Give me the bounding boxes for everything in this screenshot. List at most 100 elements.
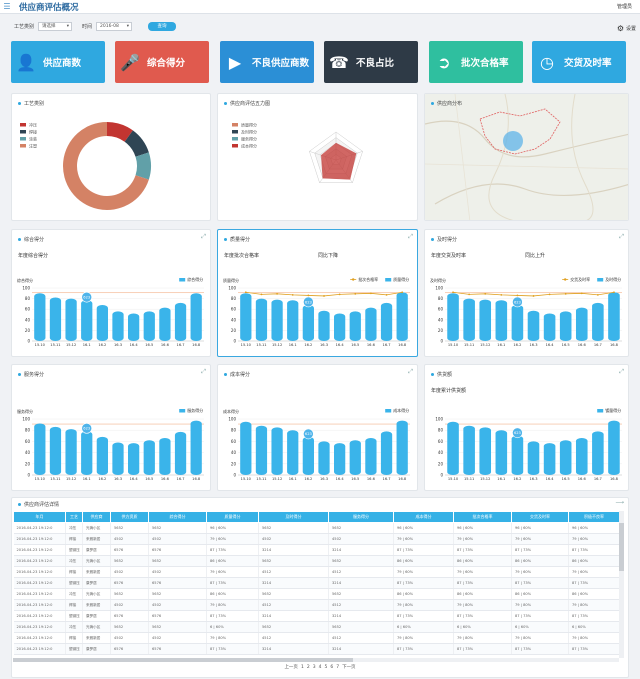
bar	[365, 438, 377, 475]
tile-microphone[interactable]: 🎤 综合得分	[115, 41, 209, 83]
bar	[81, 431, 93, 475]
y-tick-label: 40	[25, 317, 31, 322]
tile-user-add[interactable]: 👤 供应商数	[11, 41, 105, 83]
page-number[interactable]: 2	[306, 665, 310, 670]
panel-title: 综合得分	[24, 237, 45, 243]
tile-arrow-circle[interactable]: ➲ 批次合格率	[429, 41, 523, 83]
bar	[271, 299, 283, 341]
legend-swatch	[232, 123, 238, 127]
table-row[interactable]: 2016-04-23 19:12:0 焊接 来雅新居 4502 4502 79 | 60%…	[13, 533, 619, 545]
table-cell: 2016-04-23 19:12:0	[13, 643, 66, 655]
horizontal-scrollbar[interactable]	[13, 658, 619, 662]
table-row[interactable]: 2016-04-23 19:12:0 冲压 光铸小区 5652 5652 86 | 60%…	[13, 588, 619, 600]
column-header[interactable]: 成本得分	[393, 511, 454, 523]
collapse-icon[interactable]: ⟶	[615, 499, 624, 506]
table-row[interactable]: 2016-04-23 19:12:0 塑钢压 康罗居 6576 6576 87 | 73%…	[13, 643, 619, 655]
table-cell: 87 | 73%	[511, 544, 569, 556]
x-tick-label: 15.10	[448, 477, 459, 481]
settings-button[interactable]: ⚙ 设置	[616, 24, 636, 33]
map-view[interactable]	[425, 94, 629, 221]
supplier-map-panel[interactable]: 供应商分布	[424, 93, 629, 221]
tile-clock[interactable]: ◷ 交货及时率	[532, 41, 626, 83]
column-header[interactable]: 服务得分	[328, 511, 394, 523]
bar	[479, 427, 492, 475]
y-tick-label: 80	[231, 428, 237, 433]
table-row[interactable]: 2016-04-23 19:12:0 冲压 光铸小区 5652 5652 96 | 60%…	[13, 522, 619, 534]
prev-page-button[interactable]: 上一页	[284, 665, 298, 670]
page-number[interactable]: 7	[336, 665, 340, 670]
service-score-chart: 服务得分 服务得分 0 20 40 60 80 100 15.10 15.11 15.12 16.1 1…	[17, 407, 204, 481]
column-header[interactable]: 供方资质	[110, 511, 149, 523]
panel-title: 质量得分	[230, 237, 251, 243]
expand-icon[interactable]: ⤢	[201, 368, 206, 375]
table-row[interactable]: 2016-04-23 19:12:0 焊接 来雅新居 4502 4502 79 | 80%…	[13, 632, 619, 644]
time-select[interactable]: 2016-08 ▾	[96, 21, 133, 31]
table-row[interactable]: 2016-04-23 19:12:0 塑钢压 康罗居 6576 6576 87 | 73%…	[13, 577, 619, 589]
user-add-icon: 👤	[16, 52, 36, 72]
process-select[interactable]: 请选择 ▾	[38, 21, 73, 31]
bar	[174, 431, 187, 475]
table-row[interactable]: 2016-04-23 19:12:0 冲压 光铸小区 5652 5652 6 | 60% 5…	[13, 621, 619, 633]
x-tick-label: 16.5	[562, 343, 570, 347]
table-cell: 5652	[110, 588, 149, 600]
x-tick-label: 16.6	[367, 477, 376, 481]
table-row[interactable]: 2016-04-23 19:12:0 冲压 光铸小区 5652 5652 86 | 60%…	[13, 555, 619, 567]
table-row[interactable]: 2016-04-23 19:12:0 焊接 来雅新居 4502 4502 79 | 80%…	[13, 599, 619, 611]
table-cell: 96 | 60%	[511, 522, 569, 534]
legend-label: 焊接	[29, 129, 37, 135]
donut-slice	[135, 152, 151, 180]
bar	[81, 300, 93, 341]
line-point	[532, 295, 535, 297]
table-row[interactable]: 2016-04-23 19:12:0 塑钢压 康罗居 6576 6576 87 | 73%…	[13, 544, 619, 556]
column-header[interactable]: 供应商	[82, 511, 111, 523]
column-header[interactable]: 年月	[13, 511, 66, 523]
expand-icon[interactable]: ⤢	[408, 368, 413, 375]
column-header[interactable]: 积极不良率	[568, 511, 619, 523]
legend-label: 批次合格率	[358, 276, 378, 282]
x-tick-label: 16.8	[192, 343, 201, 347]
user-name[interactable]: 管理员	[616, 4, 632, 10]
cost-score-chart: 成本得分 成本得分 0 20 40 60 80 100 15.10 15.11 15.12 16.1 1…	[223, 407, 410, 481]
x-tick-label: 16.7	[383, 343, 391, 347]
page-number[interactable]: 3	[312, 665, 316, 670]
column-header[interactable]: 及时得分	[258, 511, 329, 523]
expand-icon[interactable]: ⤢	[619, 368, 624, 375]
expand-icon[interactable]: ⤢	[619, 233, 624, 240]
line-point	[291, 293, 294, 296]
table-row[interactable]: 2016-04-23 19:12:0 焊接 来雅新居 4502 4502 79 | 60%…	[13, 566, 619, 578]
expand-icon[interactable]: ⤢	[408, 233, 413, 240]
bar	[575, 438, 588, 475]
x-tick-label: 16.3	[320, 343, 328, 347]
query-button[interactable]: 查询	[148, 21, 177, 31]
tile-label: 供应商数	[43, 58, 82, 69]
column-header[interactable]: 工艺	[65, 511, 83, 523]
table-cell: 塑钢压	[65, 643, 83, 655]
page-number[interactable]: 1	[300, 665, 304, 670]
menu-icon[interactable]: ☰	[3, 2, 11, 11]
vertical-scrollbar[interactable]	[619, 511, 624, 658]
table-cell: 4502	[110, 632, 149, 644]
x-tick-label: 16.6	[578, 477, 587, 481]
tile-film[interactable]: ▶ 不良供应商数	[220, 41, 314, 83]
page-number[interactable]: 4	[318, 665, 322, 670]
tile-phone[interactable]: ☎ 不良占比	[324, 41, 418, 83]
page-number[interactable]: 5	[324, 665, 328, 670]
page-number[interactable]: 6	[330, 665, 334, 670]
column-header[interactable]: 质量得分	[206, 511, 259, 523]
legend-swatch	[385, 278, 392, 282]
film-icon: ▶	[228, 52, 242, 72]
table-cell: 79 | 80%	[511, 632, 569, 644]
column-header[interactable]: 综合得分	[148, 511, 207, 523]
next-page-button[interactable]: 下一页	[342, 665, 356, 670]
quality-score-panel: 质量得分 ⤢ 年度批次合格率 同比下降 质量得分 质量得分 批次合格率 0 20 40 60…	[217, 229, 418, 357]
table-cell: 6576	[148, 610, 207, 622]
table-cell: 87 | 73%	[568, 577, 619, 589]
table-row[interactable]: 2016-04-23 19:12:0 塑钢压 康罗居 6576 6576 87 | 73%…	[13, 610, 619, 622]
legend-label: 服务得分	[241, 136, 257, 142]
column-header[interactable]: 交货及时率	[511, 511, 569, 523]
bar	[174, 302, 187, 341]
x-tick-label: 16.8	[398, 477, 407, 481]
marker-label: 623	[305, 432, 312, 436]
expand-icon[interactable]: ⤢	[201, 233, 206, 240]
column-header[interactable]: 批次合格率	[453, 511, 512, 523]
